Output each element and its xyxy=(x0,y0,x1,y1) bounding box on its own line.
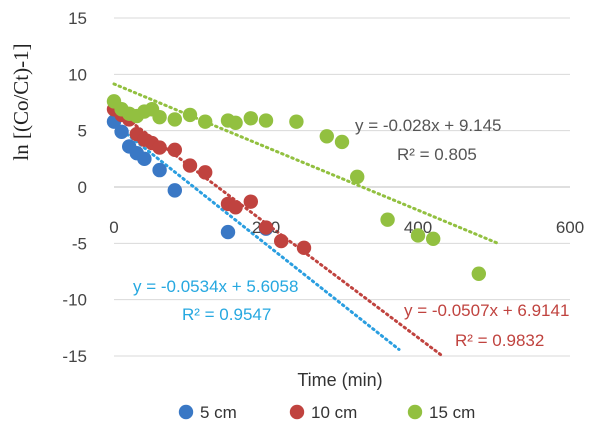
legend-marker-5-cm xyxy=(178,404,194,420)
data-point-10-cm xyxy=(258,220,274,235)
data-point-10-cm xyxy=(152,140,167,155)
y-tick-label: -10 xyxy=(62,291,87,310)
data-point-10-cm xyxy=(228,200,243,215)
legend-marker-10-cm xyxy=(289,404,305,420)
legend-label: 15 cm xyxy=(429,403,475,422)
y-tick-label: 15 xyxy=(68,9,87,28)
y-tick-label: -15 xyxy=(62,347,87,366)
data-point-15-cm xyxy=(182,107,198,123)
y-tick-labels: 15 10 5 0 -5 -10 -15 xyxy=(62,9,87,366)
data-point-15-cm xyxy=(198,114,213,129)
data-point-5-cm xyxy=(137,151,152,167)
data-point-15-cm xyxy=(289,114,304,129)
data-point-15-cm xyxy=(243,111,258,126)
data-point-15-cm xyxy=(167,112,182,127)
data-point-15-cm xyxy=(152,109,167,125)
x-tick-label: 400 xyxy=(404,218,432,237)
y-tick-label: 0 xyxy=(78,178,87,197)
data-point-15-cm xyxy=(334,134,350,150)
data-point-5-cm xyxy=(152,162,167,178)
data-point-15-cm xyxy=(350,169,365,185)
trendline-r2: R² = 0.9832 xyxy=(455,331,544,350)
trendline-equations: y = -0.0534x + 5.6058 R² = 0.9547 y = -0.0… xyxy=(133,116,569,350)
data-point-5-cm xyxy=(167,183,182,198)
trendline-equation: y = -0.0507x + 6.9141 xyxy=(404,301,569,320)
trendline-5-cm xyxy=(112,122,401,351)
trendline-r2: R² = 0.805 xyxy=(397,145,477,164)
grid-lines xyxy=(114,17,570,357)
y-tick-label: -5 xyxy=(72,234,87,253)
legend-label: 5 cm xyxy=(200,403,237,422)
data-point-15-cm xyxy=(228,115,243,130)
trendline-equation: y = -0.028x + 9.145 xyxy=(355,116,502,135)
y-axis-label: ln [(Co/Ct)-1] xyxy=(9,43,33,160)
data-point-15-cm xyxy=(410,228,426,243)
legend-label: 10 cm xyxy=(311,403,357,422)
trendline-equation: y = -0.0534x + 5.6058 xyxy=(133,277,298,296)
data-point-10-cm xyxy=(182,158,198,173)
data-point-5-cm xyxy=(114,124,129,139)
y-tick-label: 10 xyxy=(68,65,87,84)
data-point-15-cm xyxy=(319,129,334,144)
data-point-15-cm xyxy=(258,113,274,128)
data-point-15-cm xyxy=(471,266,486,281)
trendline-r2: R² = 0.9547 xyxy=(182,305,271,324)
data-point-5-cm xyxy=(220,224,236,240)
data-point-15-cm xyxy=(380,212,395,227)
data-point-10-cm xyxy=(167,142,182,158)
data-point-10-cm xyxy=(274,233,289,249)
x-axis-label: Time (min) xyxy=(297,370,382,390)
x-tick-label: 600 xyxy=(556,218,584,237)
legend-marker-15-cm xyxy=(407,404,423,420)
trendline-15-cm xyxy=(112,82,500,245)
data-point-10-cm xyxy=(243,194,258,209)
legend: 5 cm 10 cm 15 cm xyxy=(178,403,475,422)
x-tick-label: 0 xyxy=(109,218,118,237)
data-points xyxy=(106,94,486,281)
data-point-15-cm xyxy=(426,231,441,247)
data-point-10-cm xyxy=(296,240,312,256)
data-point-10-cm xyxy=(198,165,213,180)
y-tick-label: 5 xyxy=(78,122,87,141)
x-tick-labels: 0200400600 xyxy=(109,218,584,237)
